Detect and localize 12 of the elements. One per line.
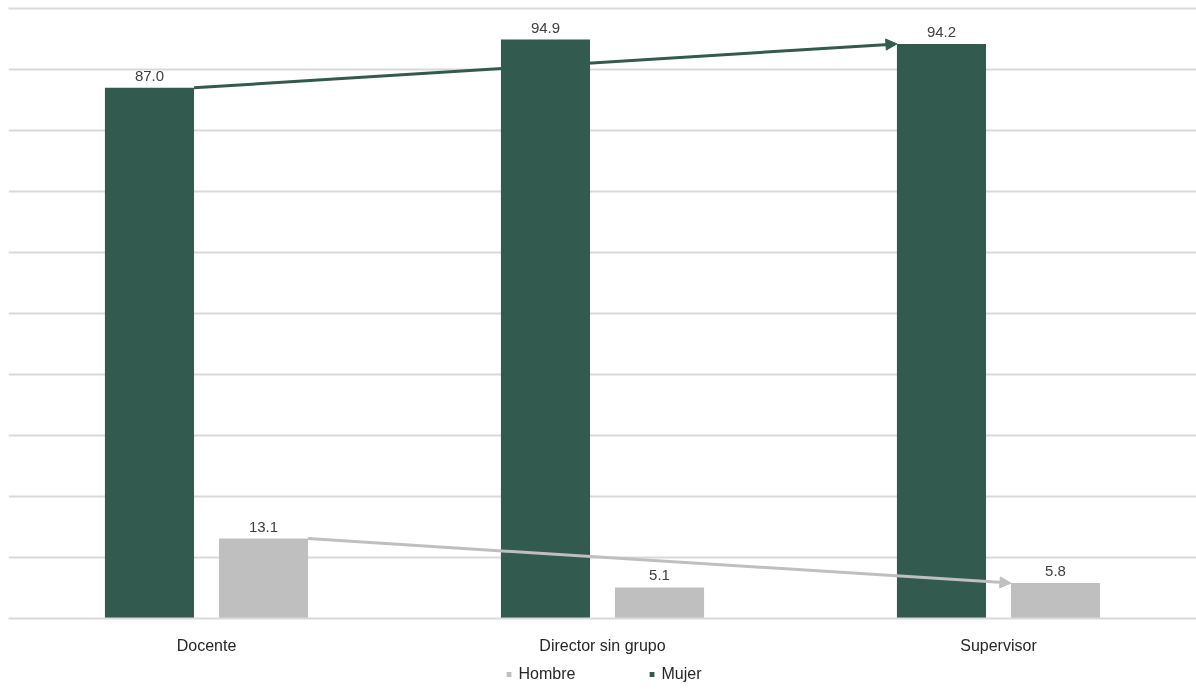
- data-label: 5.8: [1045, 562, 1066, 580]
- data-label: 94.9: [530, 18, 561, 36]
- bar: [614, 587, 705, 619]
- data-label: 13.1: [248, 517, 279, 535]
- data-label: 87.0: [134, 66, 165, 84]
- data-label: 5.1: [649, 566, 670, 584]
- x-tick-label: Supervisor: [960, 636, 1038, 654]
- x-tick-label: Director sin grupo: [539, 636, 666, 654]
- legend-label: Hombre: [518, 665, 576, 683]
- x-tick-label: Docente: [176, 636, 237, 654]
- legend-label: Mujer: [661, 665, 702, 683]
- data-label: 94.2: [926, 22, 957, 40]
